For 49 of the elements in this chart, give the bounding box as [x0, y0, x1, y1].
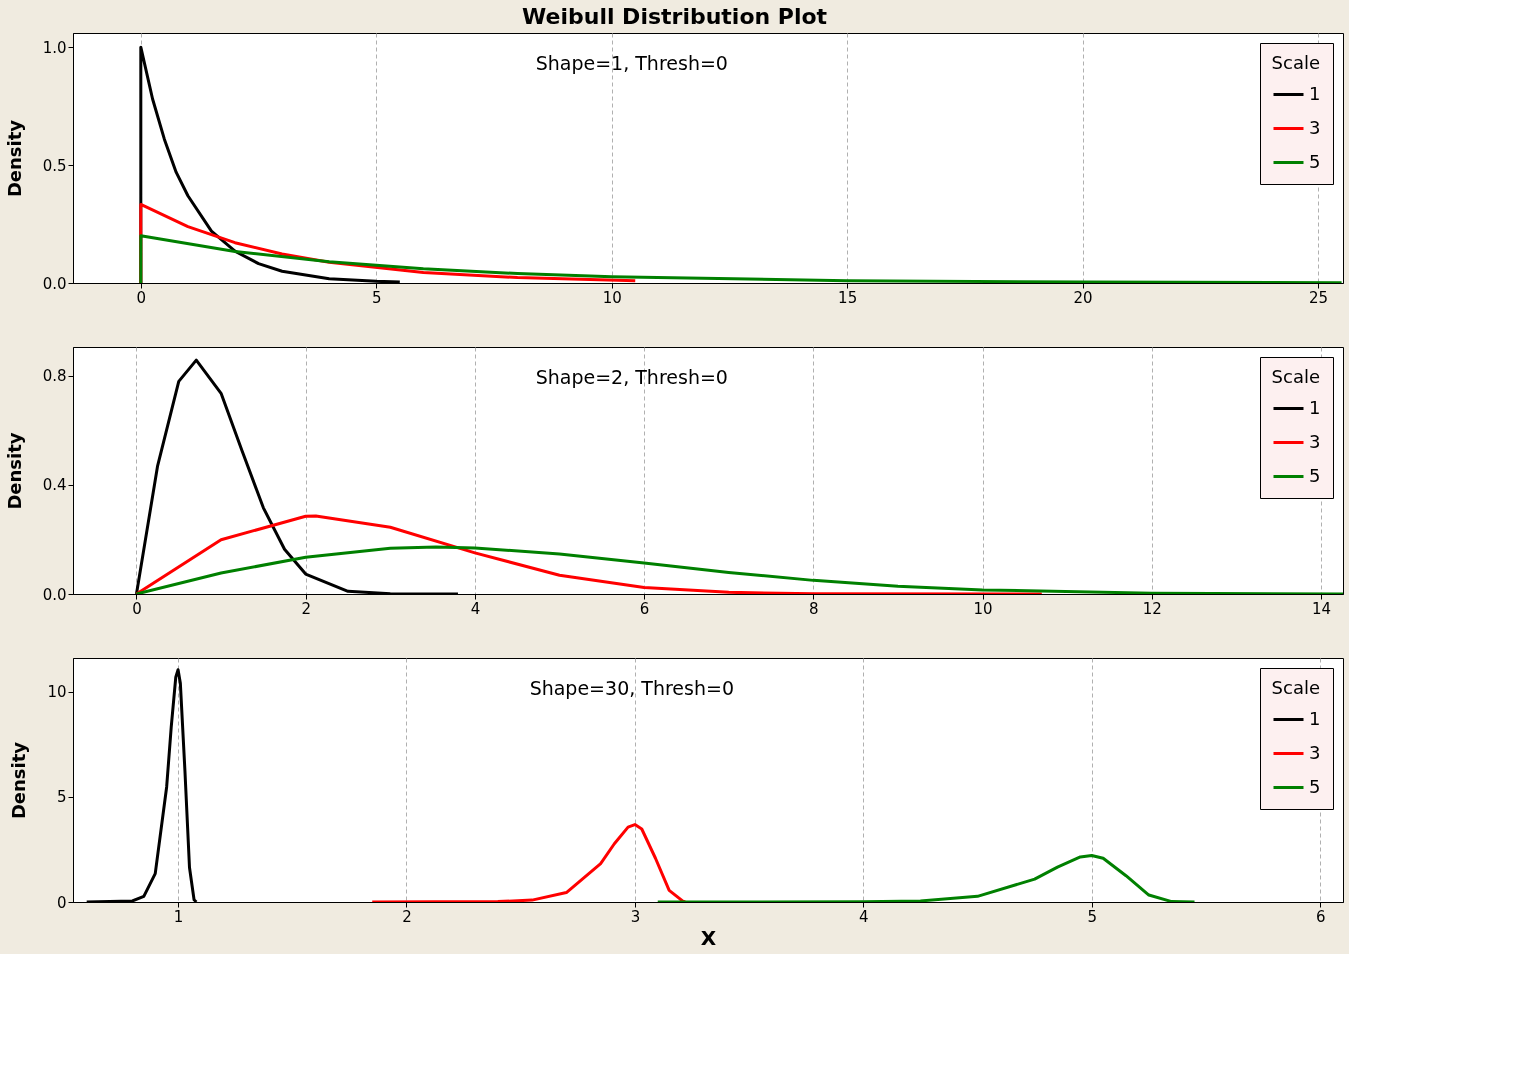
legend-label: 3 [1309, 741, 1321, 763]
legend-label: 5 [1309, 464, 1321, 486]
x-tick-label: 1 [173, 907, 184, 926]
x-tick-label: 0 [132, 599, 142, 618]
annotation: Shape=30, Thresh=0 [529, 677, 734, 699]
legend-label: 3 [1309, 116, 1321, 138]
annotation: Shape=1, Thresh=0 [535, 52, 728, 74]
x-tick-label: 6 [639, 599, 650, 618]
x-tick-label: 0 [136, 288, 147, 307]
x-tick-label: 5 [1087, 907, 1098, 926]
legend-label: 1 [1309, 396, 1321, 418]
y-tick-label: 0.0 [42, 585, 67, 604]
chart-title: Weibull Distribution Plot [522, 3, 828, 29]
y-tick-label: 0.0 [42, 274, 67, 293]
y-tick-label: 0.4 [42, 476, 67, 495]
annotation: Shape=2, Thresh=0 [535, 366, 728, 388]
x-tick-label: 2 [301, 599, 311, 618]
x-tick-label: 10 [973, 599, 993, 618]
legend-label: 5 [1309, 150, 1321, 172]
y-tick-label: 10 [47, 683, 67, 702]
legend-label: 1 [1309, 707, 1321, 729]
y-tick-label: 5 [56, 788, 67, 807]
x-tick-label: 20 [1073, 288, 1093, 307]
legend-title: Scale [1271, 52, 1320, 73]
y-axis-title: Density [8, 741, 30, 820]
x-tick-label: 8 [809, 599, 819, 618]
legend-title: Scale [1271, 677, 1320, 698]
x-tick-label: 15 [838, 288, 858, 307]
legend-title: Scale [1271, 366, 1320, 387]
x-tick-label: 6 [1315, 907, 1326, 926]
y-tick-label: 1.0 [42, 38, 67, 57]
y-tick-label: 0 [56, 893, 67, 912]
legend-label: 1 [1309, 82, 1321, 104]
y-tick-label: 0.8 [42, 367, 67, 386]
x-tick-label: 10 [602, 288, 622, 307]
x-tick-label: 2 [402, 907, 412, 926]
y-axis-title: Density [3, 119, 25, 198]
x-tick-label: 25 [1309, 288, 1329, 307]
x-tick-label: 3 [630, 907, 641, 926]
legend-label: 3 [1309, 430, 1321, 452]
x-tick-label: 5 [371, 288, 382, 307]
x-axis-title: X [700, 925, 717, 950]
y-axis-title: Density [3, 432, 25, 510]
x-tick-label: 4 [470, 599, 481, 618]
x-tick-label: 12 [1142, 599, 1162, 618]
legend-label: 5 [1309, 775, 1321, 797]
y-tick-label: 0.5 [42, 156, 67, 175]
x-tick-label: 14 [1311, 599, 1332, 618]
x-tick-label: 4 [859, 907, 869, 926]
